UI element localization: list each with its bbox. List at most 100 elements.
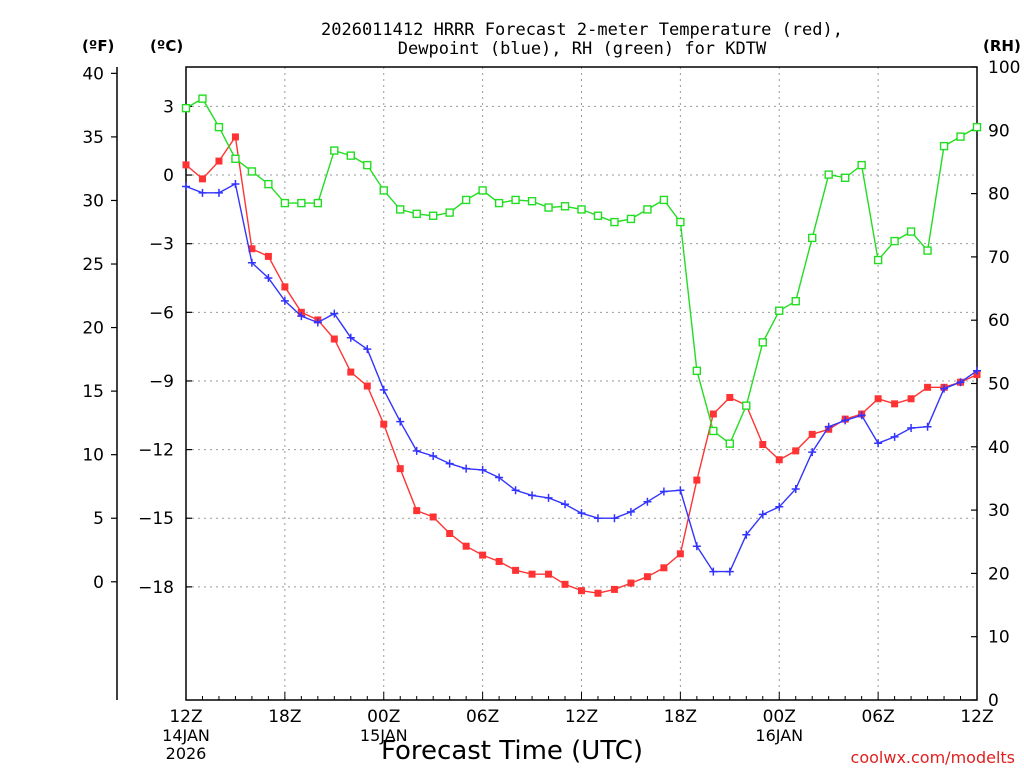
c-tick-label: 0: [163, 166, 174, 186]
x-tick-label: 00Z: [367, 707, 400, 727]
dewpoint-point: [758, 510, 767, 519]
series-lines: [181, 94, 982, 597]
dewpoint-point: [593, 514, 602, 523]
dewpoint-point: [808, 448, 817, 457]
temperature-point: [479, 551, 487, 559]
temperature-point: [231, 133, 239, 141]
f-tick-label: 0: [93, 573, 104, 593]
rh-point: [313, 198, 323, 208]
dewpoint-point: [890, 432, 899, 441]
rh-point: [873, 255, 883, 265]
rh-point: [692, 366, 702, 376]
rh-tick-label: 50: [988, 375, 1010, 395]
fahrenheit-axis: 40 35 30 25 20 15 10 5 0: [82, 64, 117, 593]
rh-point: [791, 297, 800, 306]
f-tick-label: 5: [93, 509, 104, 529]
x-tick-label: 18Z: [664, 707, 697, 727]
temperature-point: [693, 476, 701, 484]
rh-tick-label: 10: [988, 628, 1010, 648]
fahrenheit-axis-unit: (ºF): [82, 37, 114, 55]
x-tick-label: 12Z: [169, 707, 202, 727]
x-year-label: 2026: [166, 744, 207, 763]
temperature-point: [512, 566, 520, 574]
temperature-point: [248, 245, 256, 253]
x-tick-label: 12Z: [565, 707, 598, 727]
dewpoint-point: [198, 188, 207, 197]
f-tick-label: 20: [82, 319, 104, 339]
rh-tick-label: 70: [988, 248, 1010, 268]
rh-point: [742, 401, 751, 410]
f-tick-label: 40: [82, 64, 104, 84]
x-tick-label: 00Z: [763, 707, 796, 727]
dewpoint-point: [495, 473, 504, 482]
rh-point: [511, 195, 520, 205]
dewpoint-point: [429, 451, 438, 460]
rh-point: [461, 195, 471, 205]
dewpoint-point: [626, 507, 635, 516]
dewpoint-point: [841, 416, 850, 425]
rh-tick-label: 60: [988, 311, 1010, 331]
f-tick-label: 35: [82, 128, 104, 148]
temperature-point: [676, 550, 684, 558]
temperature-point: [396, 465, 404, 473]
temperature-point: [281, 283, 289, 291]
temperature-point: [363, 382, 371, 390]
rh-point: [198, 94, 207, 103]
rh-point: [363, 160, 372, 170]
temperature-point: [198, 175, 206, 183]
temperature-point: [446, 529, 454, 537]
rh-point: [379, 186, 388, 195]
dewpoint-point: [264, 274, 273, 282]
dewpoint-point: [313, 318, 322, 327]
temperature-point: [462, 542, 470, 550]
dewpoint-point: [412, 446, 421, 455]
rh-point: [626, 214, 636, 224]
rh-point: [494, 198, 504, 208]
dewpoint-point: [676, 486, 685, 495]
rh-point: [610, 217, 619, 227]
dewpoint-point: [973, 366, 981, 375]
rh-point: [923, 246, 932, 255]
dewpoint-point: [396, 417, 405, 426]
temperature-point: [528, 570, 536, 578]
temperature-point: [726, 393, 734, 401]
dewpoint-point: [544, 493, 553, 502]
celsius-axis-unit: (ºC): [150, 37, 183, 55]
temperature-point: [594, 589, 602, 597]
dewpoint-point: [692, 542, 701, 551]
chart-title-line2: Dewpoint (blue), RH (green) for KDTW: [398, 39, 767, 59]
c-tick-label: −18: [138, 578, 174, 598]
temperature-point: [792, 447, 800, 455]
temperature-point: [627, 579, 635, 587]
dewpoint-point: [923, 422, 932, 431]
rh-point: [840, 173, 850, 182]
temperature-point: [808, 430, 816, 438]
c-tick-label: 3: [163, 97, 174, 117]
f-tick-label: 10: [82, 446, 104, 466]
dewpoint-point: [824, 422, 833, 431]
dewpoint-point: [528, 491, 537, 500]
rh-point: [659, 195, 669, 205]
dewpoint-point: [643, 497, 652, 506]
temperature-point: [578, 587, 585, 595]
temperature-point: [907, 395, 915, 403]
dewpoint-point: [940, 384, 949, 393]
x-date-label: 14JAN: [162, 726, 210, 745]
dewpoint-point: [857, 411, 866, 420]
dewpoint-point: [231, 179, 240, 188]
rh-point: [346, 151, 355, 160]
rh-point: [181, 103, 191, 113]
dewpoint-point: [478, 465, 487, 474]
rh-point: [906, 227, 916, 236]
dewpoint-point: [907, 423, 916, 432]
c-tick-label: −6: [149, 303, 174, 323]
c-tick-label: −12: [138, 441, 174, 461]
rh-point: [939, 141, 949, 151]
rh-point: [643, 205, 652, 214]
rh-point: [890, 236, 899, 246]
temperature-point: [330, 335, 338, 343]
dewpoint-point: [511, 486, 520, 495]
rh-point: [297, 198, 306, 208]
